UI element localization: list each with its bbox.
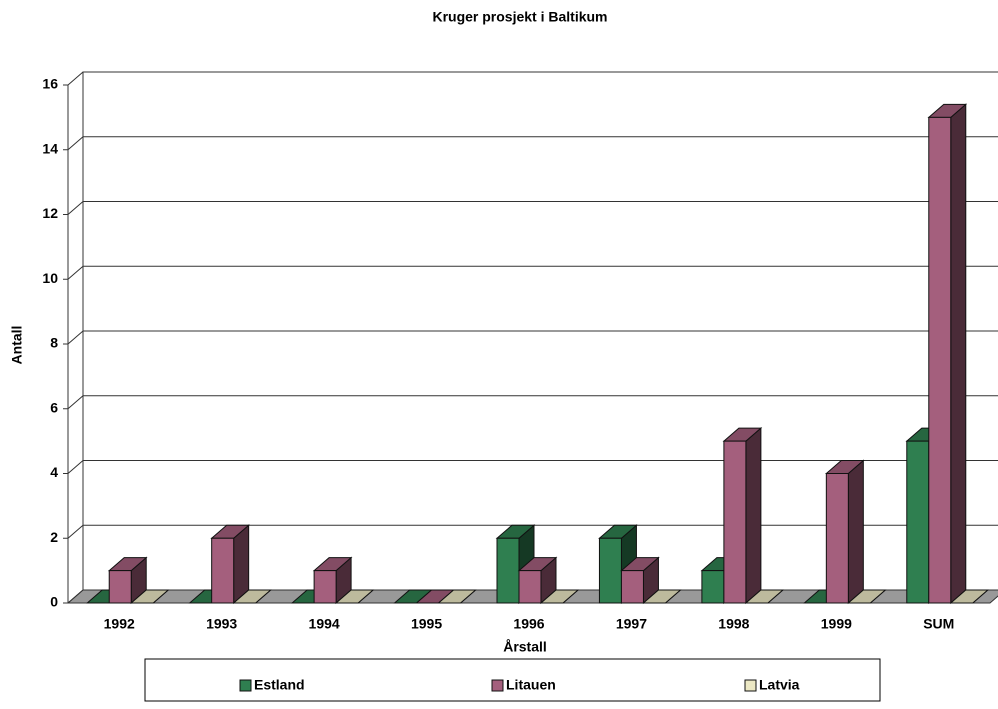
grid-line: [67, 71, 998, 86]
bar-face: [701, 570, 725, 604]
bar-face: [437, 589, 477, 604]
bar: [722, 427, 763, 605]
grid-line: [67, 524, 998, 539]
bar-face: [620, 570, 644, 604]
bar-face: [518, 570, 542, 604]
grid-line: [67, 330, 998, 345]
x-tick-label: 1996: [513, 616, 544, 632]
bar-face: [108, 570, 132, 604]
x-tick-label: 1993: [206, 616, 237, 632]
x-tick-label: 1992: [104, 616, 135, 632]
bar-face: [825, 473, 849, 604]
bar-face: [334, 589, 375, 604]
y-tick-label: 4: [50, 464, 58, 480]
y-tick-label: 6: [50, 399, 58, 415]
bar-face: [847, 459, 864, 605]
bar: [437, 589, 477, 604]
bar-face: [598, 537, 622, 604]
bar: [620, 556, 660, 605]
bar: [824, 459, 865, 605]
bar-face: [723, 440, 747, 604]
bar-face: [949, 589, 990, 604]
bar-face: [642, 589, 682, 604]
legend-label: Litauen: [506, 677, 556, 693]
y-tick-label: 10: [42, 270, 58, 286]
bar-face: [950, 103, 967, 605]
grid-line: [67, 395, 998, 410]
legend-label: Latvia: [759, 677, 800, 693]
x-tick-label: 1994: [309, 616, 340, 632]
bar-face: [313, 570, 337, 604]
y-tick-label: 14: [42, 140, 58, 156]
grid-line: [67, 460, 998, 474]
bar-face: [846, 589, 887, 604]
y-tick-label: 2: [50, 529, 58, 545]
bar-face: [232, 589, 273, 604]
bar: [334, 589, 375, 604]
x-tick-label: 1998: [718, 616, 749, 632]
x-axis-label: Årstall: [503, 639, 547, 655]
x-tick-label: SUM: [923, 616, 954, 632]
grid-line: [67, 589, 998, 604]
bar-face: [906, 440, 930, 604]
bar: [642, 589, 682, 604]
bar: [129, 589, 170, 604]
bar: [927, 103, 968, 605]
chart-title: Kruger prosjekt i Baltikum: [432, 9, 607, 25]
bar-face: [211, 537, 235, 604]
x-tick-label: 1999: [821, 616, 852, 632]
grid-line: [67, 136, 998, 151]
legend-box: [144, 658, 881, 702]
legend-swatch: [744, 679, 757, 692]
y-tick-label: 8: [50, 335, 58, 351]
bar: [517, 556, 558, 605]
bar: [232, 589, 273, 604]
bar-face: [744, 589, 785, 604]
legend-label: Estland: [254, 677, 305, 693]
bar: [312, 556, 353, 605]
bar: [949, 589, 990, 604]
legend-swatch: [239, 679, 252, 692]
bar-face: [496, 537, 520, 604]
bar-face: [539, 589, 580, 604]
y-tick-label: 12: [42, 205, 58, 221]
bar: [846, 589, 887, 604]
bar-face: [928, 116, 952, 604]
y-tick-label: 0: [50, 594, 58, 610]
x-tick-label: 1995: [411, 616, 442, 632]
bar: [539, 589, 580, 604]
bar-face: [745, 427, 762, 605]
legend-swatch: [491, 679, 504, 692]
x-tick-label: 1997: [616, 616, 647, 632]
y-axis-label: Antall: [9, 326, 25, 365]
bar: [210, 524, 251, 605]
y-tick-label: 16: [42, 76, 58, 92]
bar-face: [129, 589, 170, 604]
grid-line: [67, 201, 998, 215]
bar: [107, 556, 148, 605]
grid-line: [67, 265, 998, 280]
bar: [744, 589, 785, 604]
